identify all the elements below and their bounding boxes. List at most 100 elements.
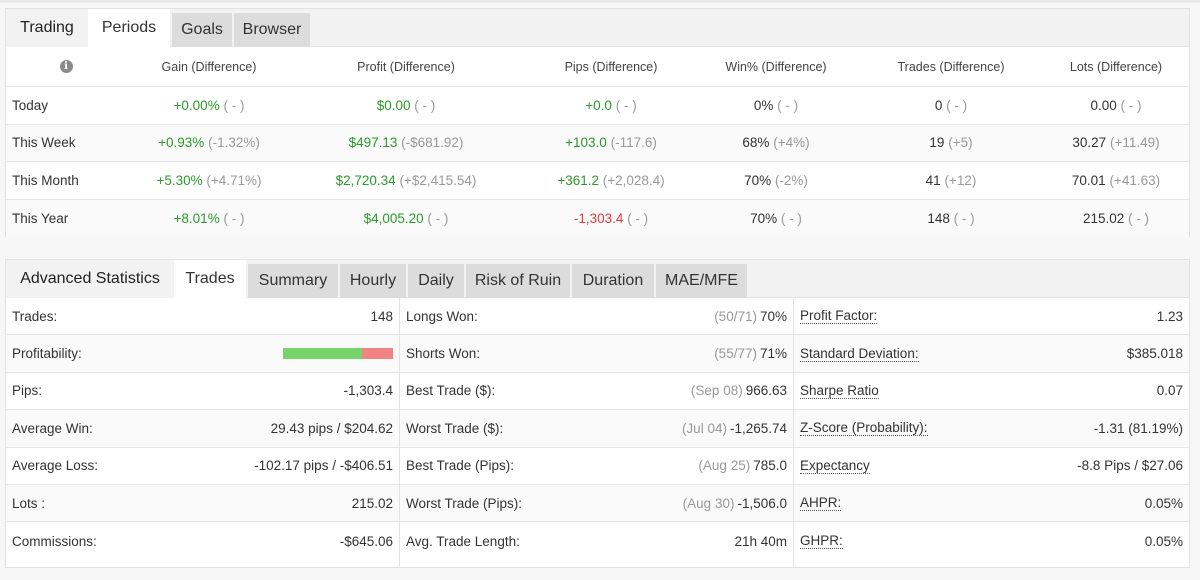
stat-value-text: -1,303.4 [343,383,393,399]
tab-duration[interactable]: Duration [572,264,654,298]
period-profit-value: $4,005.20 [363,210,424,226]
stat-value-profit-factor: 1.23 [1157,298,1183,334]
tab-periods[interactable]: Periods [88,9,170,48]
stat-key-cell: Worst Trade ($): [406,410,503,446]
stat-label-ahpr[interactable]: AHPR: [800,495,842,512]
stat-value-text: -102.17 pips / -$406.51 [254,458,393,474]
period-gain-difference: ( - ) [223,97,245,113]
tab-trading[interactable]: Trading [6,9,88,47]
period-trades-value: 0 [934,97,943,113]
period-win-value: 0% [753,97,774,113]
period-win-cell: 70% (-2%) [676,162,876,199]
period-lots-value: 70.01 [1071,172,1106,188]
period-trades-value: 19 [929,135,945,151]
stat-value-text: 215.02 [351,495,393,511]
stat-label-standard-deviation[interactable]: Standard Deviation: [800,345,919,362]
stats-column-3: Profit Factor: 1.23 Standard Deviation: $38… [794,298,1189,568]
periods-panel: Trading Periods Goals Browser i Gain (Di… [5,8,1190,237]
stat-value-commissions: -$645.06 [340,522,393,559]
period-pips-difference: ( - ) [615,97,637,113]
advanced-stats-table: Trades: 148 Profitability: Pips: -1,303.4 Ave… [6,298,1189,568]
stat-row-trades: Trades: 148 [6,298,399,336]
stat-context: (Jul 04) [681,420,727,436]
stat-key-cell: Worst Trade (Pips): [406,485,522,521]
period-gain-difference: (-1.32%) [208,135,260,151]
stat-value-text: 966.63 [745,383,787,399]
period-trades-cell: 41 (+12) [851,162,1051,199]
stat-context: (Sep 08) [690,383,743,399]
period-profit-value: $497.13 [348,135,398,151]
stat-row-ahpr: AHPR: 0.05% [794,484,1189,523]
period-win-difference: ( - ) [780,210,802,226]
period-lots-difference: ( - ) [1120,97,1142,113]
periods-header-row: i Gain (Difference) Profit (Difference) … [6,47,1189,87]
stat-value-average-win: 29.43 pips / $204.62 [271,410,393,446]
stat-value-worst-trade: (Jul 04) -1,265.74 [682,410,787,446]
header-lots: Lots (Difference) [1069,59,1163,74]
stat-label-z-score-probability[interactable]: Z-Score (Probability): [800,420,928,437]
stat-key-cell: Best Trade ($): [406,373,495,409]
tab-hourly[interactable]: Hourly [340,264,406,298]
period-win-difference: ( - ) [777,97,799,113]
stat-value-best-trade-pips: (Aug 25) 785.0 [698,448,787,484]
stat-key-cell: Z-Score (Probability): [800,410,928,446]
period-lots-difference: (+41.63) [1109,172,1161,188]
period-row: This Month +5.30% (+4.71%) $2,720.34 (+$2,… [6,162,1189,200]
stat-label-profit-factor[interactable]: Profit Factor: [800,308,878,325]
period-win-value: 70% [750,210,778,226]
stat-key-cell: Profit Factor: [800,298,878,334]
stat-value-expectancy: -8.8 Pips / $27.06 [1077,448,1183,484]
period-profit-difference: ( - ) [427,210,449,226]
stat-key-cell: Shorts Won: [406,335,480,371]
stat-label-trades: Trades: [12,308,58,324]
stat-value-text: 148 [370,308,393,324]
stat-row-commissions: Commissions: -$645.06 [6,522,399,559]
stat-value-avg-trade-length: 21h 40m [734,522,787,559]
tab-trades[interactable]: Trades [174,260,246,299]
stat-label-ghpr[interactable]: GHPR: [800,533,843,550]
stat-key-cell: Sharpe Ratio [800,373,879,409]
stat-row-average-win: Average Win: 29.43 pips / $204.62 [6,410,399,448]
info-circle-icon[interactable]: i [59,60,73,73]
stat-label-best-trade: Best Trade ($): [406,383,496,399]
period-label: This Year [12,210,69,226]
stat-row-shorts-won: Shorts Won: (55/77) 71% [400,335,793,373]
header-trades: Trades (Difference) [897,59,1005,74]
tab-daily[interactable]: Daily [408,264,464,298]
stat-value-text: $385.018 [1126,346,1183,362]
stat-label-profitability: Profitability: [12,346,82,362]
stat-key-cell: Trades: [12,298,57,334]
period-gain-difference: ( - ) [223,210,245,226]
period-trades-cell: 0 ( - ) [851,87,1051,124]
period-gain-value: +0.93% [158,135,205,151]
profitability-bar [283,348,393,360]
header-win: Win% (Difference) [725,59,827,74]
stat-key-cell: Expectancy [800,448,870,484]
header-gain: Gain (Difference) [161,59,257,74]
period-pips-value: -1,303.4 [573,210,624,226]
stat-value-sharpe-ratio: 0.07 [1157,373,1183,409]
stat-value-average-loss: -102.17 pips / -$406.51 [254,448,393,484]
tab-risk-of-ruin[interactable]: Risk of Ruin [466,264,570,298]
stat-row-worst-trade: Worst Trade ($): (Jul 04) -1,265.74 [400,410,793,448]
tab-goals[interactable]: Goals [172,13,232,47]
stat-label-sharpe-ratio[interactable]: Sharpe Ratio [800,382,879,399]
period-win-value: 68% [742,135,770,151]
stat-value-text: -1,265.74 [729,420,787,436]
stat-value-text: -1,506.0 [737,495,787,511]
period-trades-difference: (+12) [944,172,977,188]
period-lots-cell: 215.02 ( - ) [1016,200,1200,238]
stat-row-profit-factor: Profit Factor: 1.23 [794,298,1189,336]
tab-browser[interactable]: Browser [234,13,310,47]
stat-label-expectancy[interactable]: Expectancy [800,457,870,474]
stat-row-lots: Lots : 215.02 [6,484,399,523]
stat-value-text: 71% [759,346,787,362]
stat-value-text: 70% [759,308,787,324]
stat-value-lots: 215.02 [352,485,393,521]
stat-row-ghpr: GHPR: 0.05% [794,522,1189,559]
tab-summary[interactable]: Summary [248,264,338,298]
tab-mae-mfe[interactable]: MAE/MFE [656,264,747,298]
period-win-difference: (+4%) [773,135,810,151]
stat-label-pips: Pips: [12,383,43,399]
period-lots-difference: ( - ) [1128,210,1150,226]
